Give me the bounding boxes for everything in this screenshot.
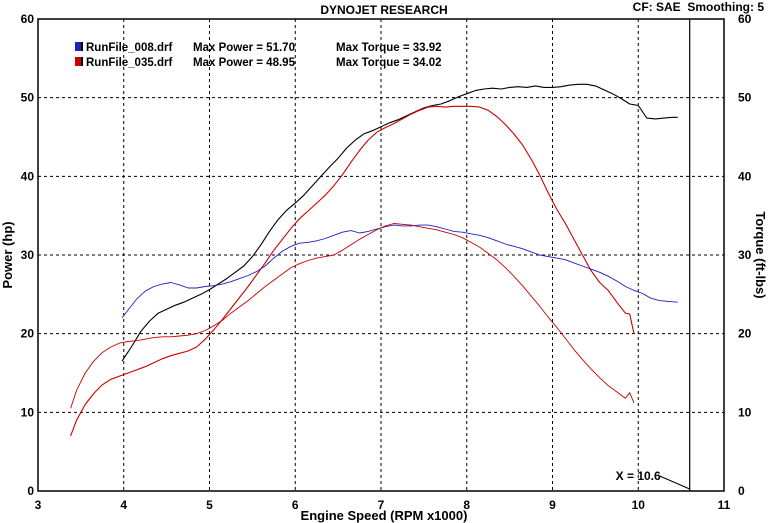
y-tick-label-left-10: 10 — [21, 405, 35, 419]
legend-swatch-1-edge — [81, 42, 83, 51]
y-tick-label-right-30: 30 — [738, 248, 752, 262]
y-axis-label-left: Power (hp) — [0, 221, 15, 288]
legend-max-torque-2: Max Torque = 34.02 — [336, 57, 442, 69]
grid-lines — [38, 19, 724, 491]
x-tick-label-9: 9 — [549, 498, 556, 512]
series-line-power-2 — [70, 105, 635, 437]
legend-swatch-1 — [75, 42, 82, 51]
x-axis-label: Engine Speed (RPM x1000) — [301, 508, 468, 523]
tick-labels: 3 4 5 6 7 8 9 10 11 0 0 10 10 20 20 30 30 40 40 50 50 60 60 — [21, 12, 752, 512]
y-tick-label-right-0: 0 — [738, 484, 745, 498]
cursor-group: X = 10.6 — [616, 19, 691, 491]
legend-max-power-1: Max Power = 51.70 — [193, 42, 295, 54]
legend-swatch-2 — [75, 57, 82, 66]
header-right: CF: SAE Smoothing: 5 — [633, 0, 765, 14]
x-tick-label-6: 6 — [292, 498, 299, 512]
x-tick-label-11: 11 — [718, 498, 731, 512]
series-line-torque-3 — [121, 224, 678, 319]
plot-frame — [37, 18, 725, 492]
series-line-torque-4 — [70, 223, 635, 409]
x-tick-label-5: 5 — [206, 498, 213, 512]
legend-file-2: RunFile_035.drf — [86, 57, 172, 69]
x-tick-label-3: 3 — [35, 498, 42, 512]
y-tick-label-left-60: 60 — [21, 12, 35, 26]
legend-max-power-2: Max Power = 48.95 — [193, 57, 296, 69]
data-series — [70, 83, 678, 437]
x-tick-label-10: 10 — [632, 498, 646, 512]
legend-swatch-2-edge — [81, 57, 83, 66]
legend-entry-2: RunFile_035.drf Max Power = 48.95 Max To… — [75, 57, 442, 69]
y-tick-label-right-50: 50 — [738, 91, 752, 105]
x-tick-label-8: 8 — [463, 498, 470, 512]
chart-title: DYNOJET RESEARCH — [320, 3, 447, 17]
legend-file-1: RunFile_008.drf — [86, 42, 172, 54]
y-tick-label-left-50: 50 — [21, 91, 35, 105]
legend-entry-1: RunFile_008.drf Max Power = 51.70 Max To… — [75, 42, 442, 54]
y-tick-label-right-60: 60 — [738, 12, 752, 26]
y-tick-label-right-40: 40 — [738, 169, 752, 183]
x-tick-label-4: 4 — [120, 498, 127, 512]
y-tick-label-left-40: 40 — [21, 169, 35, 183]
y-tick-label-left-20: 20 — [21, 327, 35, 341]
legend: RunFile_008.drf Max Power = 51.70 Max To… — [75, 42, 442, 69]
y-tick-label-right-20: 20 — [738, 327, 752, 341]
cursor-pointer — [659, 475, 690, 490]
legend-max-torque-1: Max Torque = 33.92 — [336, 42, 442, 54]
x-tick-label-7: 7 — [378, 498, 385, 512]
cursor-label: X = 10.6 — [616, 469, 661, 483]
y-axis-label-right: Torque (ft-lbs) — [753, 211, 768, 298]
y-tick-label-right-10: 10 — [738, 405, 752, 419]
y-tick-label-left-0: 0 — [27, 484, 34, 498]
y-tick-label-left-30: 30 — [21, 248, 35, 262]
